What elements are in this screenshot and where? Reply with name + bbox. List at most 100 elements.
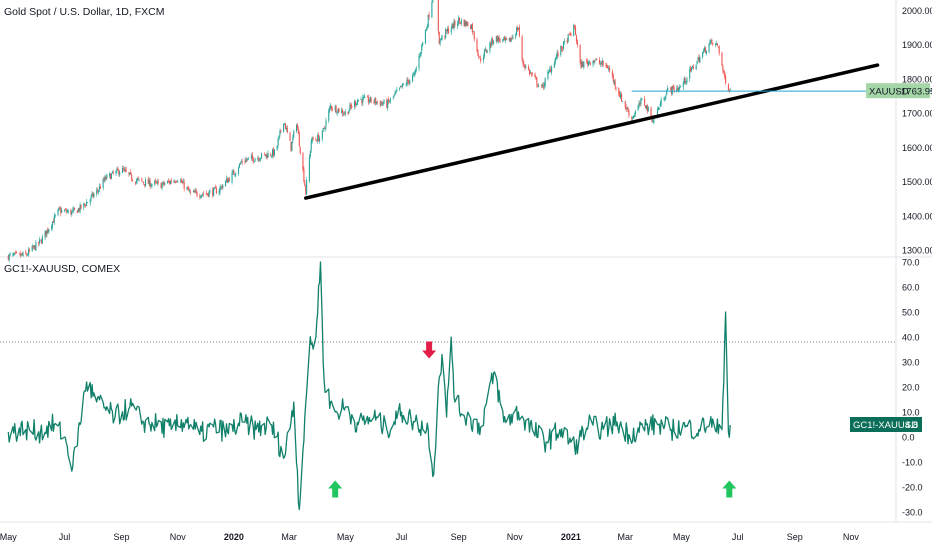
candle-body bbox=[328, 110, 330, 121]
price-badge-separator: · bbox=[896, 87, 899, 98]
candle-body bbox=[612, 75, 614, 82]
candle-body bbox=[137, 178, 139, 179]
candle-body bbox=[703, 47, 706, 52]
candle-body bbox=[265, 154, 267, 156]
price-pane[interactable] bbox=[7, 0, 932, 263]
candle-body bbox=[90, 195, 92, 199]
spread-scale[interactable]: 70.0 60.0 50.0 40.0 30.0 20.0 10.0 0.0 -10.0 -20.… bbox=[902, 258, 923, 518]
candle-body bbox=[289, 132, 291, 141]
candle-body bbox=[592, 60, 594, 65]
candle-body bbox=[99, 186, 101, 189]
candle-body bbox=[235, 173, 237, 176]
candle-body bbox=[544, 78, 546, 86]
candle-body bbox=[135, 180, 137, 183]
candle-body bbox=[25, 251, 27, 255]
candle-body bbox=[567, 34, 569, 43]
candle-body bbox=[347, 111, 349, 114]
candle-body bbox=[292, 137, 294, 141]
candle-body bbox=[601, 60, 603, 65]
price-scale[interactable]: 2000.00 1900.00 1800.00 1700.00 1600.00 1500.… bbox=[902, 6, 932, 256]
time-tick-label: Jul bbox=[59, 532, 71, 542]
time-axis[interactable]: May Jul Sep Nov 2020 Mar May Jul Sep Nov 2021 Mar Ma… bbox=[0, 532, 859, 542]
spread-badge-value: 4.8 bbox=[905, 420, 918, 431]
candle-body bbox=[167, 180, 170, 182]
candle-body bbox=[441, 35, 443, 40]
candle-body bbox=[54, 214, 56, 216]
candle-body bbox=[511, 37, 513, 39]
candle-body bbox=[97, 190, 100, 192]
trendline[interactable] bbox=[303, 63, 880, 200]
candle-body bbox=[422, 42, 424, 46]
candle-body bbox=[432, 0, 434, 2]
candle-body bbox=[366, 96, 368, 98]
candle-body bbox=[207, 193, 209, 197]
candle-body bbox=[671, 85, 673, 95]
candle-body bbox=[330, 105, 332, 109]
candle-body bbox=[723, 70, 725, 72]
candle-body bbox=[447, 28, 450, 33]
candle-body bbox=[540, 85, 543, 87]
candle-body bbox=[521, 36, 523, 60]
candle-body bbox=[596, 59, 598, 60]
candle-body bbox=[721, 52, 723, 66]
candle-body bbox=[318, 138, 321, 142]
candle-body bbox=[633, 115, 636, 117]
spread-badge-label: GC1!-XAUUSD bbox=[853, 420, 918, 431]
candle-body bbox=[450, 28, 452, 33]
candle-body bbox=[350, 104, 352, 107]
candle-body bbox=[316, 140, 318, 142]
candle-body bbox=[115, 170, 117, 174]
candle-body bbox=[241, 161, 243, 163]
candle-body bbox=[286, 127, 288, 133]
candle-body bbox=[45, 231, 47, 236]
candle-body bbox=[336, 112, 338, 114]
candle-body bbox=[503, 37, 505, 39]
candle-body bbox=[496, 35, 498, 42]
candle-body bbox=[609, 67, 611, 72]
candle-body bbox=[266, 154, 268, 158]
up-arrow-icon bbox=[722, 480, 737, 498]
candle-body bbox=[16, 251, 18, 253]
candle-body bbox=[696, 60, 698, 65]
candle-body bbox=[692, 66, 694, 69]
candle-body bbox=[77, 208, 79, 213]
candle-body bbox=[454, 20, 456, 26]
candle-body bbox=[297, 128, 299, 134]
candle-body bbox=[586, 61, 589, 65]
candle-body bbox=[234, 174, 236, 176]
candle-body bbox=[290, 141, 292, 151]
candle-body bbox=[672, 85, 674, 88]
candle-body bbox=[279, 130, 281, 136]
candle-body bbox=[12, 253, 14, 255]
spread-pane[interactable] bbox=[0, 261, 896, 511]
spread-tick-label: 70.0 bbox=[902, 258, 920, 268]
candle-body bbox=[492, 38, 494, 44]
candle-body bbox=[381, 101, 383, 104]
candle-body bbox=[476, 39, 478, 51]
candle-body bbox=[130, 172, 132, 174]
candle-body bbox=[355, 103, 357, 105]
candle-body bbox=[438, 31, 440, 44]
candle-body bbox=[524, 65, 526, 69]
candle-body bbox=[73, 208, 75, 211]
candle-body bbox=[31, 245, 33, 252]
candle-body bbox=[155, 180, 157, 182]
candle-body bbox=[60, 209, 62, 214]
candle-body bbox=[505, 38, 507, 41]
candle-body bbox=[254, 158, 256, 162]
candle-body bbox=[128, 172, 130, 174]
candle-body bbox=[621, 101, 624, 102]
candle-body bbox=[247, 158, 249, 160]
candle-body bbox=[702, 52, 704, 58]
candle-body bbox=[413, 72, 415, 75]
candle-body bbox=[574, 25, 576, 28]
candle-body bbox=[305, 185, 307, 194]
candle-body bbox=[523, 64, 525, 66]
candle-body bbox=[263, 153, 265, 155]
candle-body bbox=[193, 190, 195, 193]
candle-body bbox=[477, 50, 479, 56]
candle-body bbox=[7, 255, 9, 261]
candle-body bbox=[420, 51, 422, 57]
candle-body bbox=[188, 187, 190, 191]
